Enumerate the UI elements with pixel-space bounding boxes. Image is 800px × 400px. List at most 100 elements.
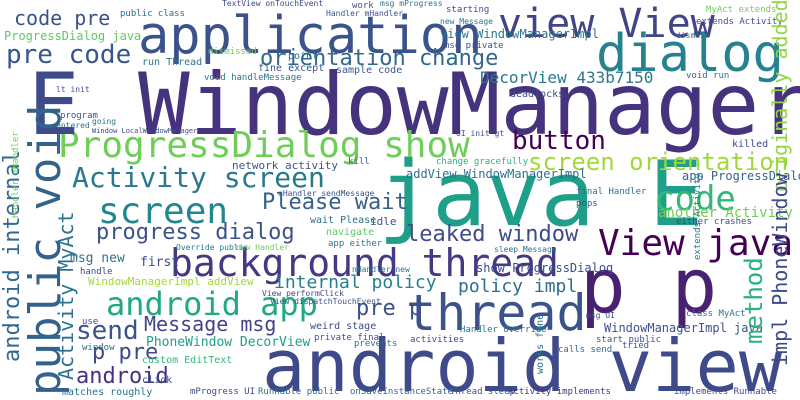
word-custom-edittext: custom EditText [142, 355, 233, 366]
word-thread-sleep: Thread sleep [450, 387, 516, 397]
word-background-thread: background thread [170, 241, 559, 285]
word-work: work [352, 1, 374, 11]
word-progressdialog-show: ProgressDialog show [58, 125, 470, 166]
word-app-either: app either [328, 239, 383, 249]
word-application: application [138, 6, 483, 66]
word-p-p: p p [580, 241, 718, 330]
word-pre-p: pre p [356, 296, 423, 321]
word-sleep-message: sleep Message [494, 245, 557, 254]
word-msg-ui: msg UI [586, 311, 615, 320]
word-msg-mprogress: msg mProgress [380, 0, 443, 8]
word-internal-policy: internal policy [274, 272, 437, 293]
word-progress-dialog: progress dialog [96, 220, 295, 245]
word-lt-init: lt init [56, 85, 90, 94]
word-progressdialog-java: ProgressDialog java [4, 29, 142, 43]
word-mprogress-ui: mProgress UI [190, 387, 256, 397]
word-app-progressdialog: app ProgressDialog [682, 169, 800, 183]
word-killed: killed [732, 139, 769, 150]
word-void-run: void run [686, 71, 730, 81]
vertical-handler-mhandler: Handler mHandler [11, 131, 21, 218]
word-network-activity: network activity [232, 159, 338, 172]
word-msg-new: msg new [70, 251, 125, 266]
word-view-dispatchtouch: View dispatchTouchEvent [270, 297, 381, 306]
word-java-e: java E [378, 142, 704, 247]
word-tried: tried [622, 341, 650, 351]
word-screen: screen [98, 191, 229, 232]
word-msg-private: msg private [444, 41, 504, 51]
word-activity-screen: Activity screen [72, 161, 325, 194]
word-window: window [82, 343, 115, 353]
word-new-handler: new Handler [236, 243, 289, 252]
word-wait-please: wait Please [310, 215, 377, 226]
word-point: point [288, 51, 319, 62]
word-please-wait: Please wait [262, 190, 408, 215]
vertical-works-fine: works fine [535, 313, 546, 374]
word-thread: thread [406, 284, 587, 342]
word-nhandler-sendmessage: nHandler sendMessage [278, 189, 375, 198]
word-handler-override: Handler Override [460, 325, 547, 335]
word-myact-extends: MyAct extends [706, 5, 777, 15]
word-override-public: Override public [176, 243, 249, 252]
word-view-java: View java [598, 223, 794, 264]
word-nhandler-new: nHandler new [352, 265, 410, 274]
word-orientation-change: orientation change [260, 46, 499, 71]
word-dismissed: dismissed [208, 47, 257, 57]
word-screen-orientation: screen orientation [528, 148, 789, 176]
word-start-public: start public [596, 335, 662, 345]
word-android-small: android [76, 364, 169, 389]
word-either-crashes: either crashes [676, 217, 752, 227]
word-window-localwm: Window LocalWindowManager [92, 127, 198, 135]
word-weird-stage: weird stage [310, 321, 377, 332]
word-navigate: navigate [326, 227, 375, 238]
word-show-progressdialog: show ProgressDialog [476, 261, 614, 275]
word-dismiss: dismiss [676, 31, 710, 40]
word-use: use [82, 317, 99, 327]
word-private-final: private final [314, 333, 385, 343]
word-android-view: android view [262, 324, 783, 400]
word-policy-impl: policy impl [458, 276, 578, 297]
word-code: code [654, 179, 736, 219]
word-view-performclick: View performClick [262, 289, 344, 298]
word-final-handler: final Handler [576, 187, 647, 197]
word-another-activity: another Activity [658, 205, 793, 221]
word-runnable-public: Runnable public [258, 387, 340, 397]
vertical-impl-phonewindow: impl PhoneWindow [768, 173, 792, 366]
word-dialog: dialog [596, 24, 784, 84]
word-entered: entered [56, 121, 90, 130]
word-send: send [76, 316, 139, 346]
word-kill: kill [348, 157, 370, 167]
word-deadlocks: deadlocks [510, 89, 565, 100]
vertical-originally-added: originally added [768, 0, 792, 192]
word-new-message: new Message [440, 17, 493, 26]
word-code-pre: code pre [14, 6, 111, 30]
word-matches-roughly: matches roughly [62, 387, 153, 398]
word-decorview: DecorView 433b7150 [480, 68, 654, 87]
word-leaked-window: leaked window [406, 222, 579, 247]
word-p-pre: p pre [92, 340, 159, 365]
word-click: click [142, 375, 173, 386]
word-windowmanagerimpl-java: WindowManagerImpl java [604, 321, 763, 335]
word-run-thread: run Thread [142, 57, 203, 68]
word-handle: handle [80, 267, 113, 277]
word-view-windowmanagerimpl: view WindowManagerImpl [440, 27, 599, 41]
word-activity-implements: Activity implements [508, 387, 611, 397]
word-sample-code: sample code [336, 65, 403, 76]
word-textview-ontouch: TextView onTouchEvent [222, 0, 324, 8]
word-void-handlemessage: void handleMessage [204, 73, 302, 83]
word-phonewindow-decorview: PhoneWindow DecorView [146, 335, 311, 350]
word-wmimpl-addview: WindowManagerImpl addView [88, 275, 254, 288]
word-pre-code: pre code [6, 40, 132, 70]
vertical-extends-activity: extends Activity [693, 173, 703, 260]
word-button: button [512, 126, 606, 156]
word-view-view: view View [498, 1, 715, 47]
word-extends-activity: extends Activity [696, 17, 783, 27]
word-class-myact: class MyAct [686, 309, 746, 319]
word-ui-init-gt: UI init gt [456, 129, 505, 138]
word-message-msg: Message msg [144, 312, 277, 336]
word-change-gracefully: change gracefully [436, 157, 529, 167]
word-android-app: android app [106, 285, 318, 323]
word-calls-send: calls send [558, 345, 613, 355]
word-fine-except: fine except [258, 63, 325, 74]
word-oninstancestate: onSaveInstanceState [350, 387, 453, 397]
